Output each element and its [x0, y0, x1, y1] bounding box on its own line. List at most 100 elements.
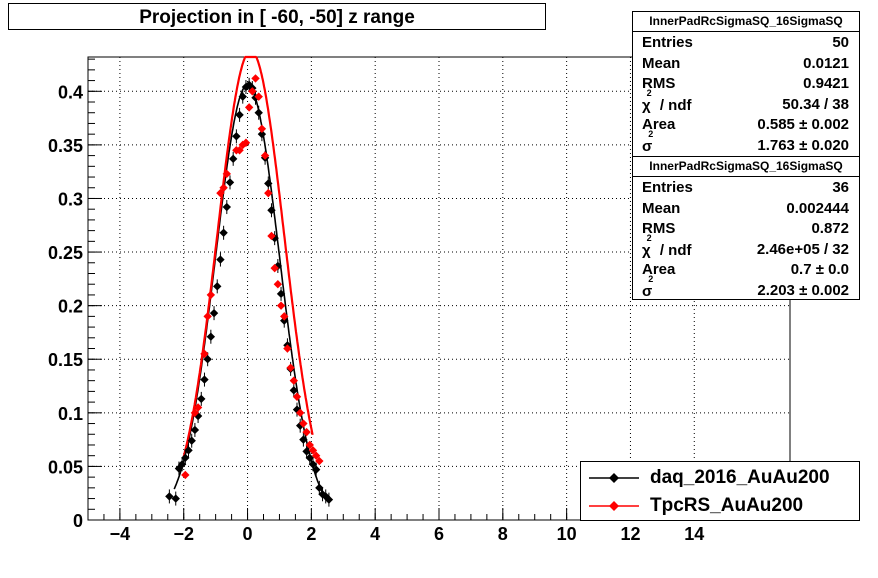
- data-point-tpcrs: [311, 451, 321, 460]
- data-point-daq: [206, 332, 216, 341]
- stats-key: σ2: [642, 128, 654, 155]
- stats-value: 2.203 ± 0.002: [757, 281, 849, 299]
- stats-box-tpcrs: InnerPadRcSigmaSQ_16SigmaSQ Entries 36 Mean…: [632, 156, 860, 300]
- stats-row: RMS 0.9421: [633, 73, 859, 94]
- stats-key: σ2: [642, 273, 654, 300]
- data-point-daq: [197, 394, 206, 404]
- stats-key-superscript: 2: [648, 273, 654, 284]
- y-tick-label: 0.05: [48, 457, 83, 477]
- x-tick-label: 10: [557, 524, 577, 544]
- data-point-tpcrs: [289, 376, 299, 385]
- data-point-daq: [200, 375, 209, 384]
- data-point-daq: [302, 447, 311, 456]
- data-point-daq: [289, 386, 299, 395]
- stats-key-superscript: 2: [648, 128, 654, 139]
- data-point-tpcrs: [286, 363, 295, 373]
- stats-key: Entries: [642, 34, 693, 51]
- data-point-daq: [324, 495, 334, 504]
- data-point-tpcrs: [200, 349, 209, 359]
- stats-value: 2.46e+05 / 32: [756, 240, 849, 258]
- stats-value: 0.9421: [803, 75, 849, 92]
- stats-row: Entries 50: [633, 32, 859, 53]
- data-point-daq: [209, 308, 219, 318]
- stats-row: Mean 0.002444: [633, 198, 859, 219]
- data-point-daq: [270, 233, 279, 243]
- stats-key-superscript: 2: [646, 232, 652, 243]
- data-point-daq: [165, 492, 174, 501]
- data-point-tpcrs: [305, 440, 314, 450]
- data-point-tpcrs: [206, 290, 216, 300]
- data-point-daq: [305, 453, 314, 463]
- data-point-tpcrs: [267, 231, 276, 241]
- stats-key: RMS: [642, 75, 676, 92]
- data-point-daq: [299, 435, 308, 444]
- stats-row: σ2 1.763 ± 0.020: [633, 128, 859, 156]
- data-point-tpcrs: [273, 280, 283, 289]
- legend-label-tpcrs: TpcRS_AuAu200: [650, 495, 804, 516]
- data-point-tpcrs: [315, 456, 324, 466]
- stats-key: χ2 / ndf: [642, 232, 692, 259]
- stats-value: 36: [832, 179, 849, 196]
- data-point-daq: [254, 108, 263, 117]
- stats-row: Area 0.585 ± 0.002: [633, 114, 859, 135]
- data-point-tpcrs: [235, 146, 244, 155]
- data-point-tpcrs: [248, 87, 257, 96]
- stats-key: Entries: [642, 179, 693, 196]
- x-tick-label: 4: [370, 524, 380, 544]
- data-point-daq: [216, 255, 225, 264]
- data-point-daq: [222, 202, 232, 212]
- data-point-daq: [276, 289, 286, 299]
- data-point-daq: [280, 316, 289, 325]
- stats-value: 0.7 ± 0.0: [790, 261, 849, 278]
- stats-key: Mean: [642, 199, 681, 217]
- data-point-daq: [308, 460, 318, 469]
- y-tick-label: 0: [73, 511, 83, 531]
- data-point-daq: [203, 355, 212, 364]
- x-tick-label: 8: [498, 524, 508, 544]
- legend-label-daq: daq_2016_AuAu200: [650, 467, 830, 488]
- legend-entry-daq: daq_2016_AuAu200: [581, 464, 861, 492]
- stats-row: Entries 36: [633, 177, 859, 198]
- data-point-tpcrs: [254, 92, 263, 101]
- data-point-daq: [235, 110, 244, 120]
- data-point-tpcrs: [219, 183, 228, 192]
- data-point-daq: [311, 465, 321, 474]
- stats-row: RMS 0.872: [633, 218, 859, 239]
- data-point-daq: [228, 154, 238, 164]
- data-point-tpcrs: [302, 427, 311, 437]
- y-tick-label: 0.25: [48, 243, 83, 263]
- stats-row: Mean 0.0121: [633, 53, 859, 74]
- data-point-tpcrs: [283, 344, 292, 353]
- data-point-daq: [225, 178, 235, 187]
- data-point-daq: [257, 129, 267, 139]
- data-point-daq: [315, 483, 324, 493]
- data-point-tpcrs: [264, 188, 273, 198]
- stats-row: χ2 / ndf 2.46e+05 / 32: [633, 232, 859, 260]
- data-point-daq: [184, 446, 193, 455]
- legend-entry-tpcrs: TpcRS_AuAu200: [581, 492, 861, 520]
- data-point-tpcrs: [193, 403, 203, 412]
- stats-key: Mean: [642, 54, 681, 72]
- data-point-tpcrs: [292, 392, 302, 401]
- stats-row: χ2 / ndf 50.34 / 38: [633, 88, 859, 115]
- data-point-daq: [171, 494, 180, 503]
- data-point-tpcrs: [222, 169, 232, 179]
- y-tick-label: 0.4: [58, 82, 83, 102]
- y-tick-label: 0.3: [58, 189, 83, 209]
- legend-marker-tpcrs: [589, 501, 639, 511]
- y-tick-label: 0.35: [48, 136, 83, 156]
- data-point-daq: [187, 436, 196, 445]
- legend: daq_2016_AuAu200 TpcRS_AuAu200: [580, 461, 860, 521]
- stats-row: σ2 2.203 ± 0.002: [633, 273, 859, 301]
- fit-curve-tpcrs: [182, 55, 314, 457]
- data-point-tpcrs: [270, 263, 279, 273]
- stats-box-title: InnerPadRcSigmaSQ_16SigmaSQ: [633, 12, 859, 32]
- stats-key-superscript: 2: [646, 87, 652, 98]
- data-point-tpcrs: [241, 138, 251, 147]
- stats-value: 0.872: [811, 220, 849, 237]
- x-tick-label: 2: [306, 524, 316, 544]
- data-point-daq: [177, 460, 187, 469]
- data-point-tpcrs: [276, 301, 286, 310]
- data-point-tpcrs: [260, 151, 270, 160]
